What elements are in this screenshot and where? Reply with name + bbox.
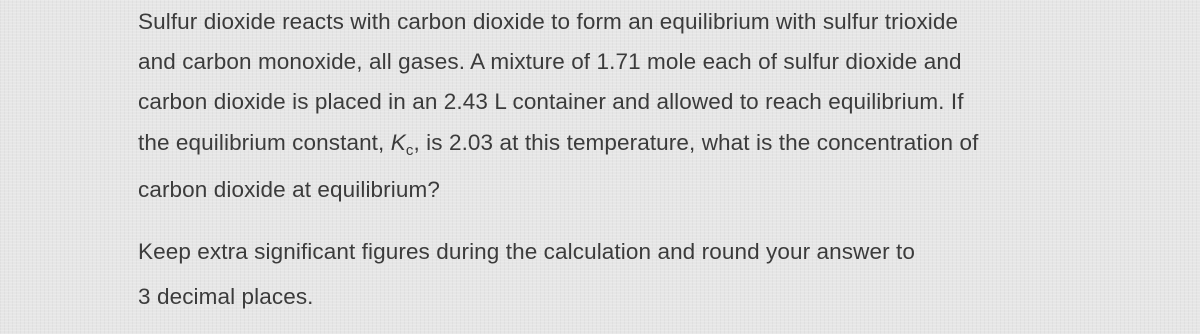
- text-line: Keep extra significant figures during th…: [138, 239, 916, 264]
- text-line: the equilibrium constant, Kc, is 2.03 at…: [138, 129, 978, 165]
- kc-subscript: c: [405, 142, 414, 159]
- kc-symbol: K: [390, 130, 406, 155]
- text-line: and carbon monoxide, all gases. A mixtur…: [138, 49, 962, 74]
- text-line: carbon dioxide is placed in an 2.43 L co…: [138, 89, 964, 114]
- text-line: carbon dioxide at equilibrium?: [138, 177, 440, 202]
- text: , is 2.03 at this temperature, what is t…: [413, 130, 979, 155]
- text-line: Sulfur dioxide reacts with carbon dioxid…: [138, 9, 959, 34]
- text: the equilibrium constant,: [138, 130, 391, 155]
- text-line: 3 decimal places.: [138, 284, 314, 309]
